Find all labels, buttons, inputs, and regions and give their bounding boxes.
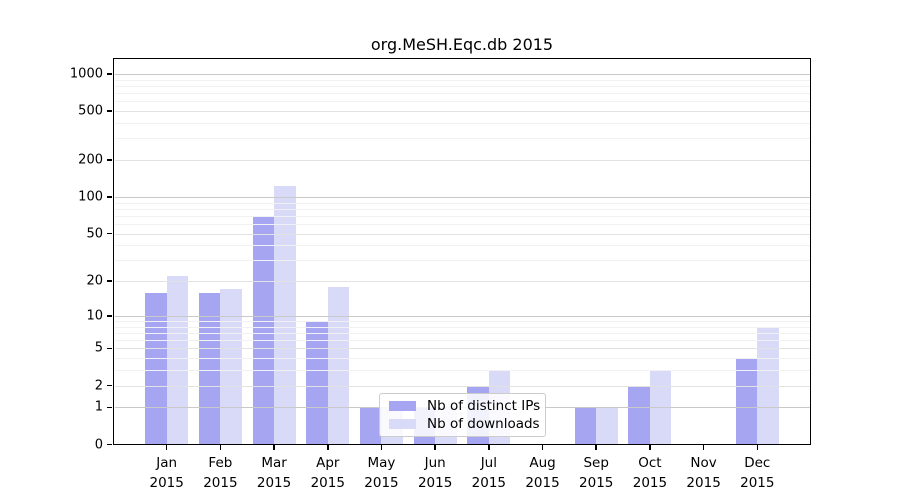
x-tick-mark bbox=[488, 444, 490, 450]
x-tick-label-feb: Feb 2015 bbox=[203, 454, 238, 492]
minor-gridline bbox=[114, 208, 810, 210]
x-tick-label-sep: Sep 2015 bbox=[579, 454, 614, 492]
x-tick-mark bbox=[219, 444, 222, 450]
y-tick-label: 20 bbox=[86, 273, 103, 289]
minor-gridline bbox=[114, 332, 810, 334]
minor-gridline bbox=[114, 85, 810, 87]
tick-gridline bbox=[114, 385, 810, 387]
chart-title: org.MeSH.Eqc.db 2015 bbox=[370, 35, 554, 54]
x-tick-mark bbox=[702, 444, 705, 450]
y-tick-mark bbox=[106, 406, 112, 409]
minor-gridline bbox=[114, 326, 810, 328]
y-tick-mark bbox=[106, 159, 112, 161]
y-tick-label: 1000 bbox=[69, 66, 103, 82]
legend-entry-downloads: Nb of downloads bbox=[389, 416, 540, 432]
x-tick-label-aug: Aug 2015 bbox=[525, 454, 560, 492]
bar-nb-of-downloads-jan bbox=[166, 276, 189, 445]
tick-gridline bbox=[114, 348, 810, 350]
y-tick-label: 1 bbox=[94, 399, 103, 415]
x-tick-label-oct: Oct 2015 bbox=[632, 454, 668, 492]
x-tick-label-jun: Jun 2015 bbox=[417, 454, 453, 492]
bar-nb-of-distinct-ips-may bbox=[359, 407, 382, 445]
x-tick-label-apr: Apr 2015 bbox=[310, 454, 345, 492]
minor-gridline bbox=[114, 340, 810, 342]
y-tick-mark bbox=[106, 347, 112, 350]
x-tick-label-nov: Nov 2015 bbox=[686, 454, 721, 492]
y-tick-label: 200 bbox=[78, 152, 103, 168]
x-tick-mark bbox=[165, 444, 168, 450]
minor-gridline bbox=[114, 202, 810, 204]
legend-swatch-downloads bbox=[389, 419, 416, 429]
bar-nb-of-distinct-ips-oct bbox=[628, 385, 650, 445]
x-tick-label-dec: Dec 2015 bbox=[740, 454, 775, 492]
major-gridline bbox=[114, 315, 810, 317]
minor-gridline bbox=[114, 321, 810, 323]
tick-gridline bbox=[114, 160, 810, 162]
x-tick-mark bbox=[756, 444, 759, 450]
bar-nb-of-downloads-mar bbox=[274, 185, 296, 445]
minor-gridline bbox=[114, 260, 810, 262]
x-tick-mark bbox=[380, 444, 383, 450]
y-tick-label: 500 bbox=[78, 103, 103, 119]
legend-entry-distinct-ips: Nb of distinct IPs bbox=[389, 398, 540, 414]
bar-nb-of-downloads-oct bbox=[649, 370, 672, 445]
y-tick-mark bbox=[106, 384, 112, 387]
bar-nb-of-distinct-ips-apr bbox=[306, 321, 328, 445]
plot-area-frame bbox=[113, 58, 811, 445]
minor-gridline bbox=[114, 138, 810, 140]
tick-gridline bbox=[114, 233, 810, 235]
x-tick-mark bbox=[541, 444, 544, 450]
legend-label-downloads: Nb of downloads bbox=[427, 416, 540, 432]
x-tick-label-mar: Mar 2015 bbox=[256, 454, 292, 492]
y-tick-mark bbox=[106, 196, 112, 198]
minor-gridline bbox=[114, 215, 810, 217]
tick-gridline bbox=[114, 281, 810, 283]
bar-nb-of-downloads-feb bbox=[220, 289, 242, 445]
bar-nb-of-distinct-ips-sep bbox=[574, 407, 597, 445]
y-tick-label: 100 bbox=[78, 189, 103, 205]
y-tick-label: 0 bbox=[94, 437, 103, 452]
minor-gridline bbox=[114, 245, 810, 247]
tick-gridline bbox=[114, 111, 810, 113]
y-tick-label: 2 bbox=[94, 378, 103, 394]
x-tick-mark bbox=[595, 444, 597, 450]
y-tick-mark bbox=[106, 73, 112, 75]
x-tick-label-may: May 2015 bbox=[364, 454, 399, 492]
x-tick-mark bbox=[273, 444, 275, 450]
bar-nb-of-distinct-ips-mar bbox=[252, 217, 275, 445]
y-tick-label: 10 bbox=[86, 308, 103, 324]
y-tick-mark bbox=[106, 280, 112, 282]
bar-nb-of-distinct-ips-jan bbox=[145, 292, 167, 445]
bar-nb-of-distinct-ips-feb bbox=[198, 292, 221, 445]
x-tick-label-jan: Jan 2015 bbox=[149, 454, 184, 492]
y-tick-label: 50 bbox=[86, 226, 103, 242]
y-tick-mark bbox=[106, 315, 112, 317]
major-gridline bbox=[114, 197, 810, 198]
bar-nb-of-downloads-sep bbox=[596, 407, 618, 445]
bar-nb-of-downloads-apr bbox=[327, 286, 350, 445]
legend-swatch-distinct-ips bbox=[389, 401, 416, 411]
x-tick-mark bbox=[327, 444, 329, 450]
x-tick-mark bbox=[434, 444, 436, 450]
minor-gridline bbox=[114, 79, 810, 81]
major-gridline bbox=[114, 74, 810, 75]
bar-nb-of-distinct-ips-dec bbox=[735, 358, 758, 445]
bar-nb-of-downloads-dec bbox=[757, 326, 779, 445]
y-tick-label: 5 bbox=[94, 340, 103, 356]
minor-gridline bbox=[114, 370, 810, 372]
minor-gridline bbox=[114, 101, 810, 103]
minor-gridline bbox=[114, 358, 810, 360]
y-tick-mark bbox=[106, 443, 112, 446]
legend-box: Nb of distinct IPs Nb of downloads bbox=[379, 393, 546, 437]
y-tick-mark bbox=[106, 110, 112, 112]
minor-gridline bbox=[114, 224, 810, 226]
legend-label-distinct-ips: Nb of distinct IPs bbox=[427, 398, 541, 414]
x-tick-mark bbox=[649, 444, 651, 450]
y-tick-mark bbox=[106, 232, 112, 235]
minor-gridline bbox=[114, 123, 810, 125]
x-tick-label-jul: Jul 2015 bbox=[471, 454, 507, 492]
minor-gridline bbox=[114, 93, 810, 95]
